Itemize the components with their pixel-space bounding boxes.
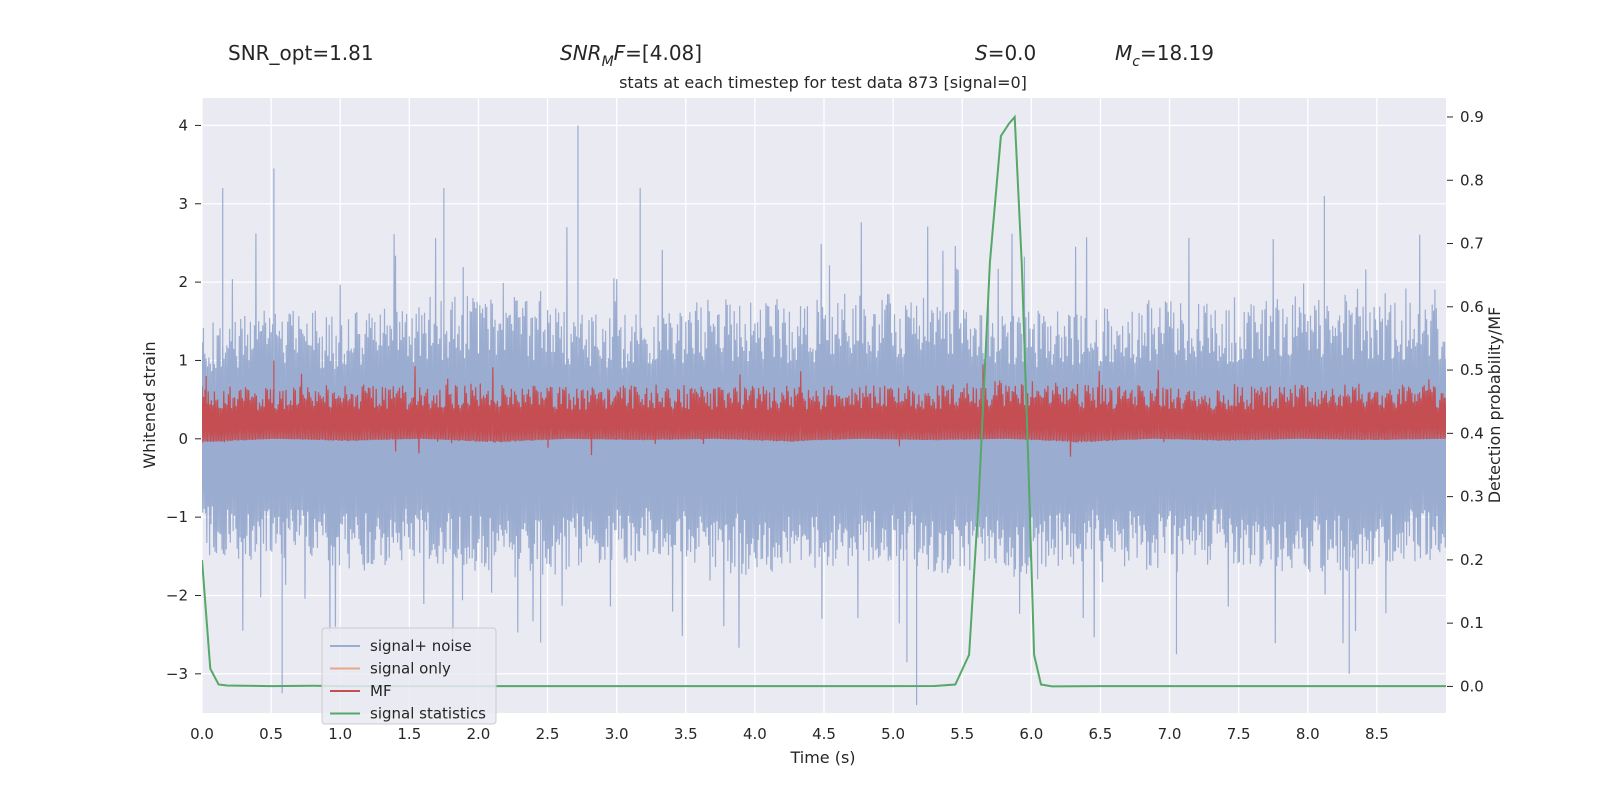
y-axis-label-right: Detection probability/MF xyxy=(1485,307,1504,504)
y-tick-label: −3 xyxy=(166,665,188,683)
legend-label: signal only xyxy=(370,660,451,678)
snr-mf-sub: M xyxy=(602,54,614,70)
snr-opt-text: SNR_opt=1.81 xyxy=(228,41,374,65)
x-tick-label: 2.0 xyxy=(467,725,491,743)
mc-sub: c xyxy=(1132,54,1140,70)
legend-label: MF xyxy=(370,682,392,700)
x-tick-label: 6.0 xyxy=(1019,725,1043,743)
x-tick-label: 0.0 xyxy=(190,725,214,743)
y-right-tick-label: 0.8 xyxy=(1460,171,1484,189)
x-axis-label: Time (s) xyxy=(789,748,855,767)
mc-text: Mc=18.19 xyxy=(1115,41,1214,70)
chart-title: stats at each timestep for test data 873… xyxy=(619,73,1027,92)
x-tick-label: 1.0 xyxy=(328,725,352,743)
x-ticks: 0.0 0.5 1.0 1.5 2.0 2.5 3.0 3.5 4.0 4.5 5.0 5.5 6.0 6… xyxy=(190,725,1389,743)
x-tick-label: 1.5 xyxy=(397,725,421,743)
y-tick-label: 3 xyxy=(178,195,188,213)
y-tick-label: 2 xyxy=(178,273,188,291)
legend-label: signal+ noise xyxy=(370,637,472,655)
x-tick-label: 7.0 xyxy=(1158,725,1182,743)
y-right-tick-label: 0.9 xyxy=(1460,108,1484,126)
y-axis-label: Whitened strain xyxy=(140,341,159,468)
x-tick-label: 3.5 xyxy=(674,725,698,743)
plot-series xyxy=(202,114,1446,706)
y-ticks-left: 4 3 2 1 0 −1 −2 −3 xyxy=(166,116,201,683)
x-tick-label: 4.5 xyxy=(812,725,836,743)
mc-symbol: M xyxy=(1115,41,1132,65)
mc-value: =18.19 xyxy=(1140,41,1214,65)
legend-label: signal statistics xyxy=(370,705,486,723)
y-tick-label: −2 xyxy=(166,586,188,604)
y-right-tick-label: 0.5 xyxy=(1460,361,1484,379)
snr-mf-text: SNRMF=[4.08] xyxy=(560,41,702,70)
series-line-mf xyxy=(202,366,1446,457)
x-tick-label: 7.5 xyxy=(1227,725,1251,743)
snr-mf-base: SNR xyxy=(560,41,602,65)
x-tick-label: 5.0 xyxy=(881,725,905,743)
y-right-tick-label: 0.2 xyxy=(1460,551,1484,569)
legend: signal+ noise signal only MF signal statist… xyxy=(321,627,497,725)
x-tick-label: 5.5 xyxy=(950,725,974,743)
x-tick-label: 2.5 xyxy=(536,725,560,743)
x-tick-label: 8.5 xyxy=(1365,725,1389,743)
series-line-signal-statistics xyxy=(202,114,1446,688)
y-tick-label: −1 xyxy=(166,508,188,526)
legend-box xyxy=(321,627,497,725)
y-right-tick-label: 0.6 xyxy=(1460,298,1484,316)
y-right-tick-label: 0.0 xyxy=(1460,677,1484,695)
series-line-signal-noise xyxy=(202,222,1446,648)
y-tick-label: 4 xyxy=(178,116,188,134)
s-text: S=0.0 xyxy=(975,41,1036,65)
x-tick-label: 0.5 xyxy=(259,725,283,743)
y-ticks-right: 0.9 0.8 0.7 0.6 0.5 0.4 0.3 0.2 0.1 0.0 xyxy=(1447,108,1484,695)
y-right-tick-label: 0.4 xyxy=(1460,424,1484,442)
y-tick-label: 0 xyxy=(178,430,188,448)
y-right-tick-label: 0.1 xyxy=(1460,614,1484,632)
x-tick-label: 3.0 xyxy=(605,725,629,743)
y-right-tick-label: 0.7 xyxy=(1460,235,1484,253)
y-tick-label: 1 xyxy=(178,351,188,369)
x-tick-label: 6.5 xyxy=(1089,725,1113,743)
snr-mf-rest: F xyxy=(614,41,626,65)
snr-mf-value: =[4.08] xyxy=(625,41,702,65)
x-tick-label: 8.0 xyxy=(1296,725,1320,743)
s-value: =0.0 xyxy=(988,41,1037,65)
x-tick-label: 4.0 xyxy=(743,725,767,743)
s-symbol: S xyxy=(975,41,988,65)
header-stats: SNR_opt=1.81 SNRMF=[4.08] S=0.0 Mc=18.19 xyxy=(228,41,1214,70)
y-right-tick-label: 0.3 xyxy=(1460,488,1484,506)
